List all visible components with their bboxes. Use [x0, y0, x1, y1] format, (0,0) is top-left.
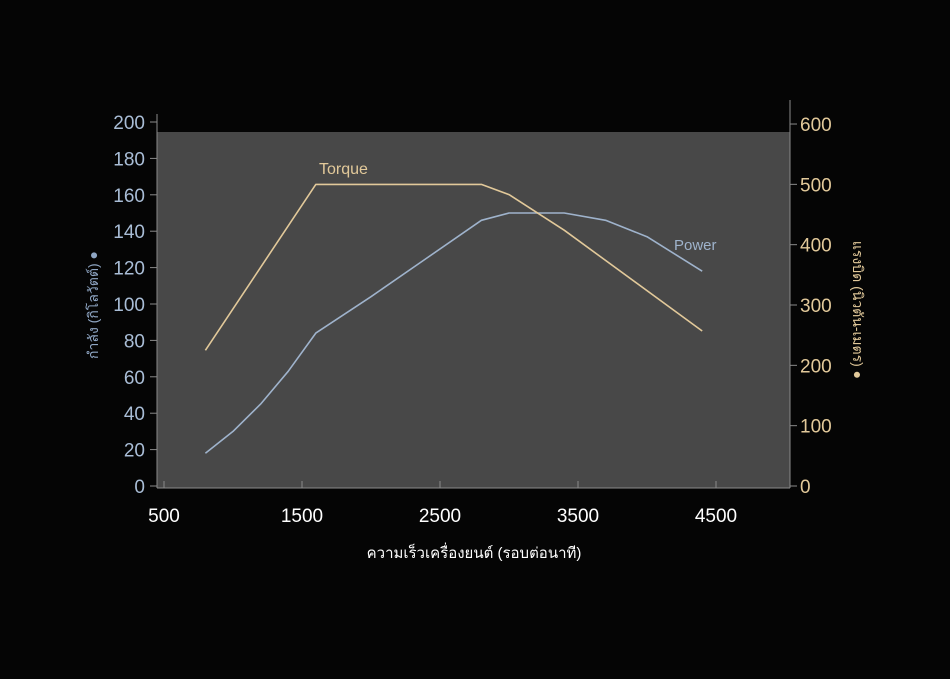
- right-tick-label: 100: [800, 417, 832, 438]
- left-tick-label: 80: [124, 331, 145, 352]
- series-label-torque: Torque: [319, 161, 368, 178]
- right-tick-label: 500: [800, 175, 832, 196]
- left-axis-label: กำลัง (กิโลวัตต์) ●: [85, 251, 101, 359]
- left-tick-label: 140: [113, 222, 145, 243]
- right-axis-label: แรงบิด (นิวตัน-เมตร) ●: [850, 241, 866, 379]
- series-label-power: Power: [674, 237, 717, 254]
- right-tick-label: 0: [800, 477, 811, 498]
- x-tick-label: 1500: [281, 506, 323, 527]
- left-tick-label: 100: [113, 295, 145, 316]
- series-line-power: [204, 212, 703, 454]
- left-tick-label: 180: [113, 149, 145, 170]
- right-tick-label: 400: [800, 236, 832, 257]
- x-tick-label: 500: [148, 506, 180, 527]
- right-tick-label: 600: [800, 115, 832, 136]
- left-tick-label: 0: [134, 477, 145, 498]
- x-axis-label: ความเร็วเครื่องยนต์ (รอบต่อนาที): [367, 542, 582, 562]
- x-tick-label: 3500: [557, 506, 599, 527]
- left-tick-label: 60: [124, 368, 145, 389]
- left-tick-label: 120: [113, 259, 145, 280]
- x-tick-label: 4500: [695, 506, 737, 527]
- left-tick-label: 40: [124, 404, 145, 425]
- left-tick-label: 200: [113, 113, 145, 134]
- left-tick-label: 20: [124, 441, 145, 462]
- right-tick-label: 300: [800, 296, 832, 317]
- series-line-torque: [204, 183, 703, 351]
- x-tick-label: 2500: [419, 506, 461, 527]
- plot-area: [157, 132, 790, 488]
- right-tick-label: 200: [800, 356, 832, 377]
- left-tick-label: 160: [113, 186, 145, 207]
